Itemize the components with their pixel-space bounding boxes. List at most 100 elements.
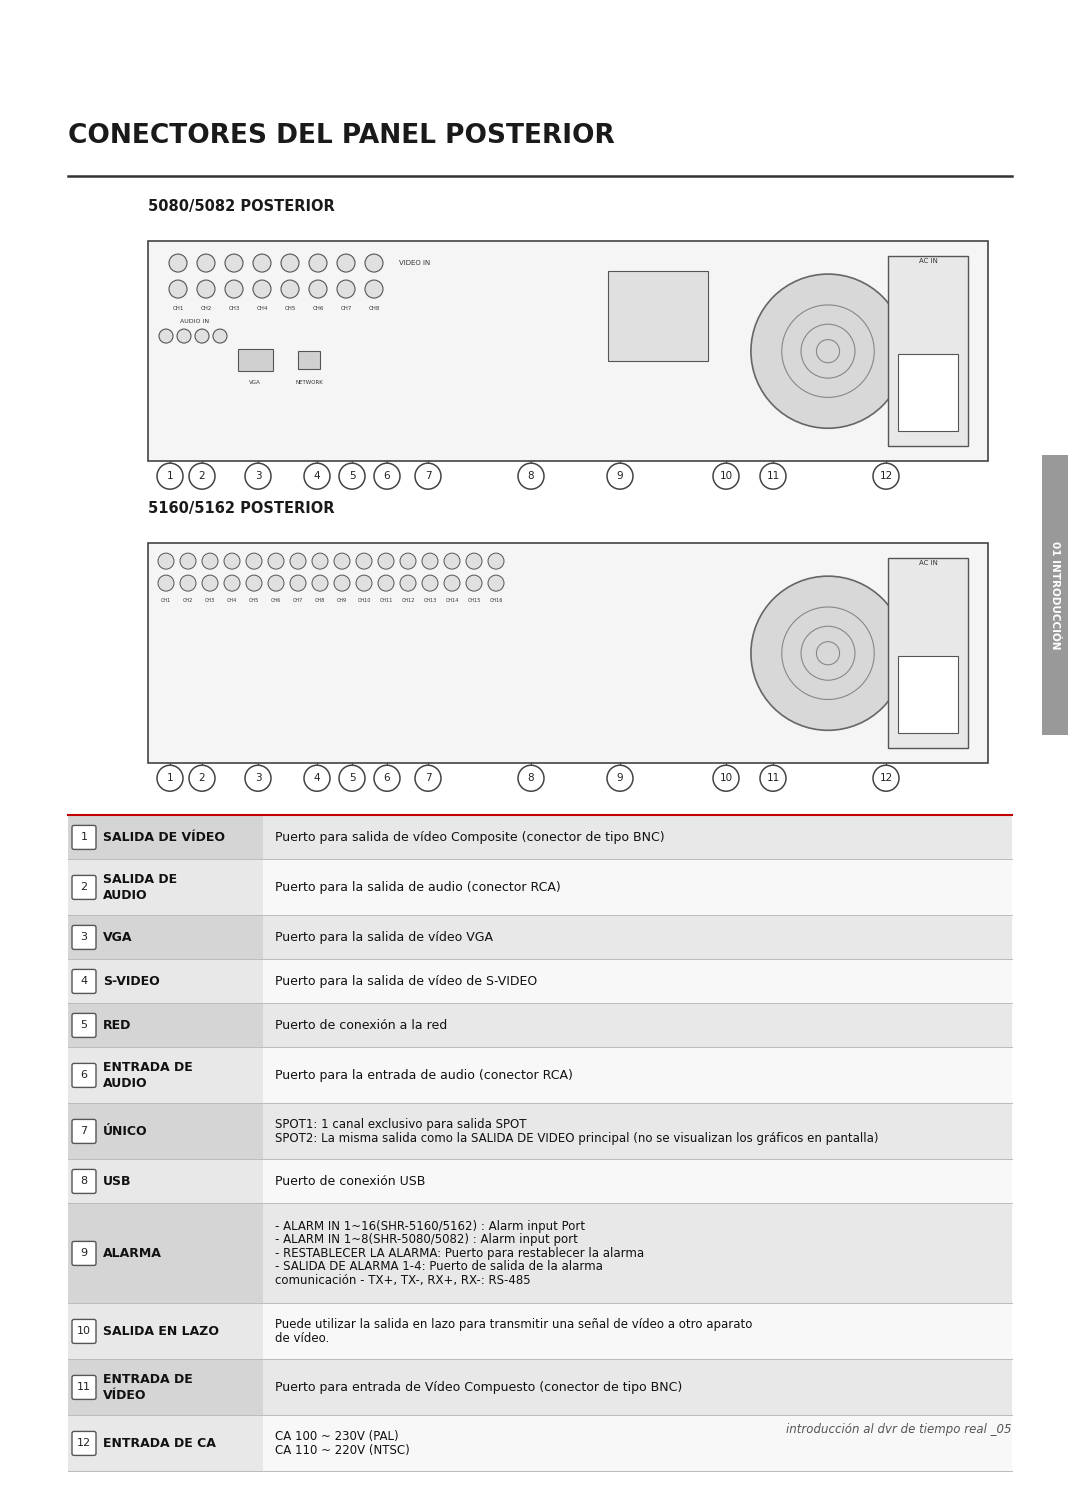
- Text: 2: 2: [80, 882, 87, 893]
- Text: introducción al dvr de tiempo real _05: introducción al dvr de tiempo real _05: [786, 1423, 1012, 1436]
- Circle shape: [356, 554, 372, 568]
- Text: RED: RED: [103, 1019, 132, 1031]
- Text: USB: USB: [103, 1176, 132, 1187]
- Bar: [68, 1360, 264, 1415]
- Circle shape: [339, 765, 365, 792]
- Text: CH14: CH14: [445, 598, 459, 603]
- Circle shape: [158, 554, 174, 568]
- Bar: [68, 915, 264, 960]
- Text: SPOT2: La misma salida como la SALIDA DE VIDEO principal (no se visualizan los g: SPOT2: La misma salida como la SALIDA DE…: [275, 1132, 878, 1144]
- FancyBboxPatch shape: [72, 1241, 96, 1265]
- Circle shape: [415, 463, 441, 490]
- Text: Puerto para salida de vídeo Composite (conector de tipo BNC): Puerto para salida de vídeo Composite (c…: [275, 830, 664, 844]
- Circle shape: [224, 554, 240, 568]
- FancyBboxPatch shape: [72, 1375, 96, 1399]
- Text: AUDIO IN: AUDIO IN: [180, 318, 210, 323]
- Text: 01 INTRODUCCIÓN: 01 INTRODUCCIÓN: [1050, 542, 1059, 649]
- Text: AC IN: AC IN: [919, 559, 937, 565]
- Bar: [68, 1303, 1012, 1360]
- Text: NETWORK: NETWORK: [295, 379, 323, 385]
- Circle shape: [268, 576, 284, 591]
- Text: CH3: CH3: [228, 307, 240, 311]
- Circle shape: [253, 280, 271, 298]
- Text: 4: 4: [80, 976, 87, 987]
- Circle shape: [334, 554, 350, 568]
- Circle shape: [168, 254, 187, 272]
- Text: 11: 11: [767, 472, 780, 481]
- Circle shape: [245, 765, 271, 792]
- Text: 5080/5082 POSTERIOR: 5080/5082 POSTERIOR: [148, 199, 335, 214]
- Circle shape: [195, 329, 210, 344]
- Circle shape: [246, 576, 262, 591]
- Text: 3: 3: [81, 933, 87, 942]
- Text: CH5: CH5: [248, 598, 259, 603]
- Text: ALARMA: ALARMA: [103, 1247, 162, 1260]
- Text: de vídeo.: de vídeo.: [275, 1332, 329, 1345]
- Circle shape: [873, 463, 899, 490]
- Circle shape: [751, 274, 905, 429]
- Circle shape: [180, 554, 195, 568]
- Circle shape: [246, 554, 262, 568]
- Bar: [68, 815, 264, 860]
- Circle shape: [189, 765, 215, 792]
- Text: 10: 10: [719, 472, 732, 481]
- Text: 1: 1: [166, 472, 173, 481]
- Circle shape: [713, 463, 739, 490]
- Text: 7: 7: [424, 472, 431, 481]
- Text: CH7: CH7: [340, 307, 352, 311]
- Text: 1: 1: [166, 774, 173, 783]
- Circle shape: [224, 576, 240, 591]
- Text: - SALIDA DE ALARMA 1-4: Puerto de salida de la alarma: - SALIDA DE ALARMA 1-4: Puerto de salida…: [275, 1260, 603, 1274]
- Text: Puerto de conexión a la red: Puerto de conexión a la red: [275, 1019, 447, 1031]
- FancyBboxPatch shape: [72, 1320, 96, 1344]
- Text: ÚNICO: ÚNICO: [103, 1125, 148, 1138]
- Circle shape: [713, 765, 739, 792]
- Circle shape: [213, 329, 227, 344]
- Bar: [68, 860, 1012, 915]
- FancyBboxPatch shape: [72, 1119, 96, 1143]
- Text: CH7: CH7: [293, 598, 303, 603]
- Bar: [68, 960, 1012, 1003]
- Text: - ALARM IN 1~16(SHR-5160/5162) : Alarm input Port: - ALARM IN 1~16(SHR-5160/5162) : Alarm i…: [275, 1220, 585, 1234]
- Bar: [68, 1003, 264, 1048]
- Text: 5: 5: [349, 774, 355, 783]
- Text: ENTRADA DE
VÍDEO: ENTRADA DE VÍDEO: [103, 1373, 192, 1402]
- Circle shape: [334, 576, 350, 591]
- Text: CH1: CH1: [173, 307, 184, 311]
- Text: S-VIDEO: S-VIDEO: [103, 975, 160, 988]
- Circle shape: [177, 329, 191, 344]
- Text: SALIDA DE VÍDEO: SALIDA DE VÍDEO: [103, 830, 225, 844]
- Bar: [68, 1415, 1012, 1472]
- Circle shape: [268, 554, 284, 568]
- Text: CH13: CH13: [423, 598, 436, 603]
- Circle shape: [465, 576, 482, 591]
- Circle shape: [253, 254, 271, 272]
- FancyBboxPatch shape: [72, 1431, 96, 1455]
- Text: CA 100 ~ 230V (PAL): CA 100 ~ 230V (PAL): [275, 1430, 399, 1443]
- Text: 6: 6: [81, 1070, 87, 1080]
- Text: 12: 12: [879, 774, 893, 783]
- Text: CH8: CH8: [315, 598, 325, 603]
- FancyBboxPatch shape: [72, 926, 96, 949]
- Circle shape: [378, 554, 394, 568]
- Bar: [888, 256, 968, 446]
- Circle shape: [356, 576, 372, 591]
- Bar: [68, 1204, 264, 1303]
- Bar: [68, 1159, 264, 1204]
- Circle shape: [365, 254, 383, 272]
- Circle shape: [415, 765, 441, 792]
- Text: 7: 7: [80, 1126, 87, 1137]
- FancyBboxPatch shape: [72, 969, 96, 994]
- Text: AC IN: AC IN: [919, 257, 937, 263]
- Text: CH9: CH9: [337, 598, 347, 603]
- Text: Puede utilizar la salida en lazo para transmitir una señal de vídeo a otro apara: Puede utilizar la salida en lazo para tr…: [275, 1318, 753, 1332]
- Text: Puerto para la entrada de audio (conector RCA): Puerto para la entrada de audio (conecto…: [275, 1068, 572, 1082]
- Circle shape: [337, 254, 355, 272]
- Circle shape: [488, 576, 504, 591]
- Text: 10: 10: [77, 1326, 91, 1336]
- Text: CONECTORES DEL PANEL POSTERIOR: CONECTORES DEL PANEL POSTERIOR: [68, 124, 615, 149]
- Bar: [68, 815, 1012, 860]
- Text: 8: 8: [528, 472, 535, 481]
- Circle shape: [180, 576, 195, 591]
- Circle shape: [607, 765, 633, 792]
